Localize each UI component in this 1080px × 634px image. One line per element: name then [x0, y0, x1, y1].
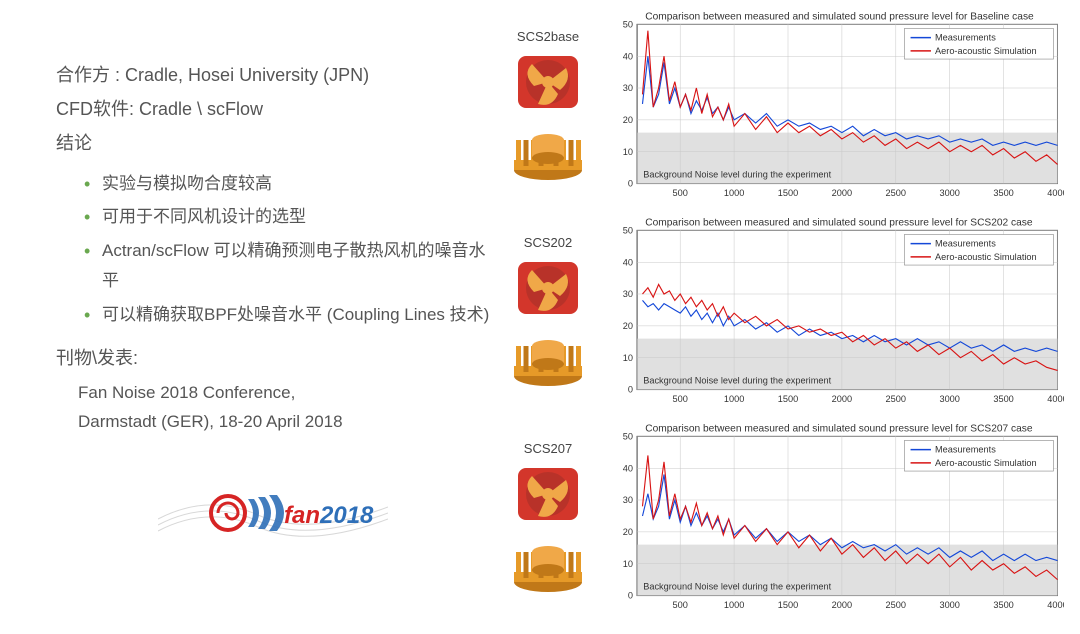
svg-text:1500: 1500	[778, 188, 798, 198]
fan2018-logo: fan2018	[158, 469, 388, 549]
software-label: CFD软件:	[56, 99, 139, 119]
partner-line: 合作方 : Cradle, Hosei University (JPN)	[56, 58, 490, 92]
svg-text:Background Noise level during: Background Noise level during the experi…	[643, 581, 831, 591]
svg-text:30: 30	[623, 83, 633, 93]
conclusion-bullets: 实验与模拟吻合度较高 可用于不同风机设计的选型 Actran/scFlow 可以…	[56, 167, 490, 332]
svg-text:4000: 4000	[1047, 188, 1064, 198]
svg-text:2500: 2500	[886, 600, 906, 610]
svg-text:Background Noise level during: Background Noise level during the experi…	[643, 169, 831, 179]
svg-text:2500: 2500	[886, 188, 906, 198]
svg-text:1000: 1000	[724, 188, 744, 198]
chart-row-0: SCS2base 0 10 20 30 40 50 500 1000 1500 2000 2500 3…	[500, 6, 1064, 206]
svg-text:20: 20	[623, 527, 633, 537]
svg-text:1500: 1500	[778, 394, 798, 404]
svg-text:3000: 3000	[939, 394, 959, 404]
thumb-col: SCS2base	[500, 29, 596, 184]
svg-text:40: 40	[623, 463, 633, 473]
svg-text:10: 10	[623, 147, 633, 157]
thumb-col: SCS207	[500, 441, 596, 596]
fan-thumb-icon	[508, 462, 588, 526]
svg-text:50: 50	[623, 19, 633, 29]
svg-text:1000: 1000	[724, 600, 744, 610]
svg-text:Background Noise level during: Background Noise level during the experi…	[643, 375, 831, 385]
svg-text:2000: 2000	[832, 600, 852, 610]
svg-text:500: 500	[673, 394, 688, 404]
left-column: 合作方 : Cradle, Hosei University (JPN) CFD…	[0, 0, 500, 634]
svg-text:20: 20	[623, 321, 633, 331]
spl-chart-scs207: 0 10 20 30 40 50 500 1000 1500 2000 2500 3000 3500 40…	[602, 418, 1064, 618]
publication-line2: Darmstadt (GER), 18-20 April 2018	[78, 409, 490, 435]
svg-text:2500: 2500	[886, 394, 906, 404]
svg-text:30: 30	[623, 289, 633, 299]
partner-label: 合作方 :	[56, 65, 125, 85]
svg-text:Measurements: Measurements	[935, 33, 996, 43]
svg-text:4000: 4000	[1047, 394, 1064, 404]
thumb-col: SCS202	[500, 235, 596, 390]
svg-text:Measurements: Measurements	[935, 239, 996, 249]
fan-thumb-icon	[508, 50, 588, 114]
svg-text:fan2018: fan2018	[284, 502, 374, 529]
conclusion-head: 结论	[56, 126, 490, 160]
svg-text:3500: 3500	[993, 600, 1013, 610]
svg-text:Aero-acoustic Simulation: Aero-acoustic Simulation	[935, 252, 1037, 262]
svg-text:0: 0	[628, 179, 633, 189]
page-root: 合作方 : Cradle, Hosei University (JPN) CFD…	[0, 0, 1080, 634]
software-value: Cradle \ scFlow	[139, 99, 263, 119]
svg-text:Comparison between measured an: Comparison between measured and simulate…	[645, 423, 1033, 434]
svg-text:Comparison between measured an: Comparison between measured and simulate…	[645, 217, 1033, 228]
svg-text:40: 40	[623, 51, 633, 61]
right-column: SCS2base 0102030405050010001500200025003…	[500, 0, 1080, 634]
partner-value: Cradle, Hosei University (JPN)	[125, 65, 369, 85]
list-item: Actran/scFlow 可以精确预测电子散热风机的噪音水平	[84, 234, 490, 298]
svg-text:Measurements: Measurements	[935, 445, 996, 455]
list-item: 可用于不同风机设计的选型	[84, 200, 490, 234]
svg-text:3000: 3000	[939, 600, 959, 610]
svg-text:500: 500	[673, 600, 688, 610]
svg-text:3000: 3000	[939, 188, 959, 198]
thumb-label: SCS2base	[517, 29, 579, 44]
svg-text:2000: 2000	[832, 188, 852, 198]
publication-line1: Fan Noise 2018 Conference,	[78, 380, 490, 406]
svg-text:3500: 3500	[993, 394, 1013, 404]
svg-text:2000: 2000	[832, 394, 852, 404]
heatsink-thumb-icon	[508, 532, 588, 596]
thumb-label: SCS207	[524, 441, 572, 456]
svg-text:50: 50	[623, 225, 633, 235]
heatsink-thumb-icon	[508, 120, 588, 184]
list-item: 实验与模拟吻合度较高	[84, 167, 490, 201]
thumb-label: SCS202	[524, 235, 572, 250]
svg-text:10: 10	[623, 559, 633, 569]
svg-text:500: 500	[673, 188, 688, 198]
svg-text:0: 0	[628, 591, 633, 601]
svg-text:1500: 1500	[778, 600, 798, 610]
svg-text:20: 20	[623, 115, 633, 125]
svg-text:1000: 1000	[724, 394, 744, 404]
chart-row-2: SCS207 0 10 20 30 40 50 500 1000 1500 2000 2500 300…	[500, 418, 1064, 618]
svg-text:10: 10	[623, 353, 633, 363]
svg-text:40: 40	[623, 257, 633, 267]
logo-wrap: fan2018	[56, 469, 490, 549]
svg-text:30: 30	[623, 495, 633, 505]
svg-text:Aero-acoustic Simulation: Aero-acoustic Simulation	[935, 458, 1037, 468]
publication-head: 刊物\发表:	[56, 341, 490, 375]
svg-text:3500: 3500	[993, 188, 1013, 198]
spl-chart-baseline: 0 10 20 30 40 50 500 1000 1500 2000 2500 3000 3500 40…	[602, 6, 1064, 206]
software-line: CFD软件: Cradle \ scFlow	[56, 92, 490, 126]
heatsink-thumb-icon	[508, 326, 588, 390]
spl-chart-scs202: 0 10 20 30 40 50 500 1000 1500 2000 2500 3000 3500 40…	[602, 212, 1064, 412]
svg-text:Aero-acoustic Simulation: Aero-acoustic Simulation	[935, 46, 1037, 56]
chart-row-1: SCS202 0 10 20 30 40 50 500 1000 1500 2000 2500 300…	[500, 212, 1064, 412]
svg-text:Comparison between measured an: Comparison between measured and simulate…	[645, 11, 1034, 22]
svg-text:0: 0	[628, 385, 633, 395]
svg-text:4000: 4000	[1047, 600, 1064, 610]
svg-text:50: 50	[623, 431, 633, 441]
list-item: 可以精确获取BPF处噪音水平 (Coupling Lines 技术)	[84, 298, 490, 332]
fan-thumb-icon	[508, 256, 588, 320]
swirl-icon	[211, 496, 245, 530]
